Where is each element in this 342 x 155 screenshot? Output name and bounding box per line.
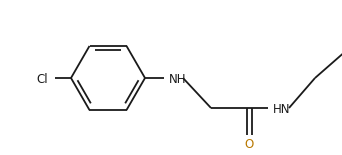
Text: NH: NH bbox=[169, 73, 186, 86]
Text: HN: HN bbox=[273, 103, 290, 116]
Text: O: O bbox=[245, 138, 254, 151]
Text: Cl: Cl bbox=[36, 73, 48, 86]
